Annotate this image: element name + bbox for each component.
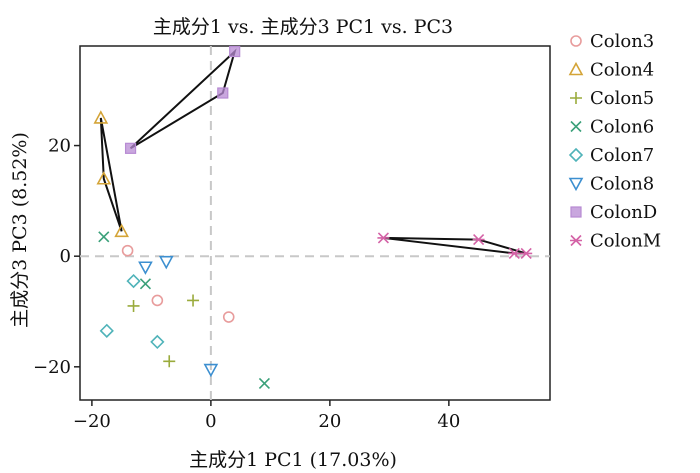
legend-item-colon4: Colon4 bbox=[568, 60, 654, 81]
series-colon5 bbox=[127, 294, 200, 368]
data-point bbox=[229, 45, 241, 58]
legend-item-colond: ColonD bbox=[570, 202, 657, 223]
data-point bbox=[158, 255, 174, 270]
plot-frame bbox=[79, 45, 551, 401]
data-point bbox=[217, 87, 229, 99]
y-tick-label: 20 bbox=[48, 136, 71, 157]
series-colonm bbox=[377, 232, 533, 259]
legend-marker bbox=[570, 206, 582, 218]
x-tick-label: 40 bbox=[437, 411, 460, 432]
legend-label: Colon3 bbox=[590, 31, 654, 52]
y-axis-label: 主成分3 PC3 (8.52%) bbox=[9, 132, 31, 328]
data-point bbox=[150, 334, 165, 350]
data-point bbox=[222, 311, 235, 323]
data-point bbox=[151, 294, 164, 307]
data-point bbox=[203, 363, 219, 378]
legend-label: Colon7 bbox=[590, 145, 654, 166]
data-point bbox=[163, 355, 176, 368]
data-point bbox=[508, 247, 521, 259]
legend-label: Colon6 bbox=[590, 117, 654, 138]
data-point bbox=[520, 247, 533, 259]
legend-label: Colon8 bbox=[590, 174, 654, 195]
legend-marker bbox=[570, 234, 582, 247]
x-tick-label: −20 bbox=[73, 411, 111, 432]
data-point bbox=[93, 110, 109, 124]
data-point bbox=[258, 377, 270, 389]
series-colon4 bbox=[93, 110, 129, 238]
legend-item-colon7: Colon7 bbox=[568, 145, 654, 166]
data-point bbox=[187, 294, 200, 307]
y-tick-label: −20 bbox=[33, 357, 71, 378]
hull-colond bbox=[129, 48, 237, 150]
legend-item-colonm: ColonM bbox=[570, 231, 661, 252]
series-colon8 bbox=[138, 255, 219, 378]
data-point bbox=[96, 171, 112, 185]
legend: Colon3 Colon4 Colon5 Colon6 Colon7 Colon8 Colo… bbox=[568, 31, 661, 252]
legend-label: ColonM bbox=[590, 231, 661, 252]
legend-item-colon6: Colon6 bbox=[570, 117, 654, 138]
legend-marker bbox=[570, 35, 582, 47]
legend-marker bbox=[570, 92, 582, 104]
series-colon3 bbox=[121, 244, 235, 323]
data-point bbox=[99, 323, 114, 338]
x-tick-label: 0 bbox=[205, 411, 216, 432]
axis-ticks: −20 0 20 40 −20 0 20 bbox=[33, 136, 460, 432]
series-colond bbox=[124, 45, 241, 154]
y-tick-label: 0 bbox=[60, 246, 71, 267]
legend-label: Colon5 bbox=[590, 88, 654, 109]
legend-marker bbox=[570, 120, 582, 133]
chart-title: 主成分1 vs. 主成分3 PC1 vs. PC3 bbox=[153, 16, 453, 38]
legend-marker bbox=[568, 177, 584, 192]
data-point bbox=[121, 244, 134, 257]
legend-label: Colon4 bbox=[590, 60, 654, 81]
data-point bbox=[472, 234, 485, 246]
data-point bbox=[114, 223, 129, 238]
series-colon6 bbox=[98, 231, 270, 389]
hull-colon4 bbox=[99, 117, 123, 232]
legend-marker bbox=[568, 61, 584, 76]
x-tick-label: 20 bbox=[318, 411, 341, 432]
data-point bbox=[138, 261, 153, 275]
data-point bbox=[124, 142, 137, 154]
series-colon7 bbox=[99, 273, 165, 350]
legend-item-colon8: Colon8 bbox=[568, 174, 654, 195]
hull-colonm bbox=[383, 236, 527, 255]
plot-area bbox=[79, 45, 551, 401]
x-axis-label: 主成分1 PC1 (17.03%) bbox=[189, 449, 397, 471]
legend-marker bbox=[568, 147, 584, 163]
data-point bbox=[126, 273, 141, 289]
data-point bbox=[98, 231, 110, 243]
data-point bbox=[127, 299, 140, 312]
legend-item-colon5: Colon5 bbox=[570, 88, 654, 109]
data-point bbox=[139, 278, 152, 290]
legend-label: ColonD bbox=[590, 202, 657, 223]
legend-item-colon3: Colon3 bbox=[570, 31, 654, 52]
data-point bbox=[377, 232, 390, 244]
